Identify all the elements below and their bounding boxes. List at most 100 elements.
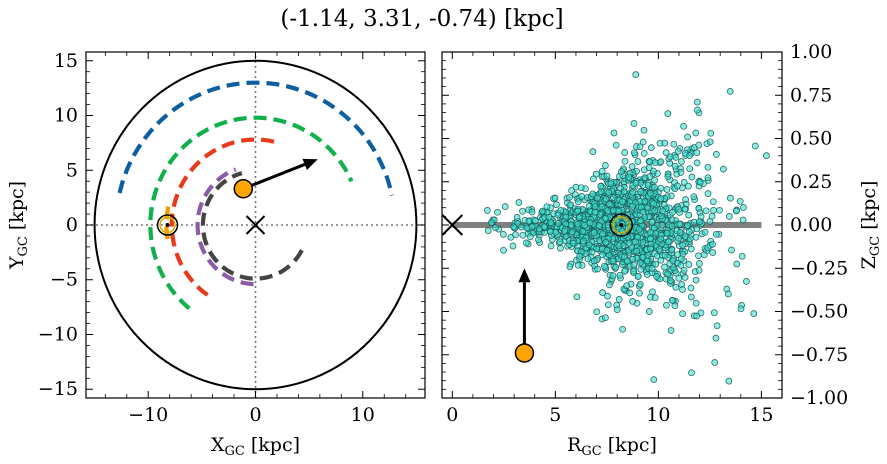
x-tick-label: 5 [549, 404, 561, 426]
scatter-point [639, 138, 647, 146]
scatter-point [620, 188, 628, 196]
scatter-point [557, 207, 565, 214]
scatter-point [629, 202, 636, 210]
y-tick-label: −0.50 [790, 301, 848, 323]
right-panel: 0 5 10 15 −1.00 −0.75 −0.50 −0.25 0.00 0.25 0.50 0.… [441, 41, 883, 459]
scatter-point [568, 228, 576, 236]
scatter-point [603, 172, 611, 180]
scatter-point [628, 163, 636, 170]
scatter-point [646, 228, 654, 236]
x-axis-label: RGC [kpc] [567, 434, 657, 459]
scatter-point [590, 229, 598, 237]
scatter-point [535, 236, 542, 244]
scatter-point [589, 148, 597, 155]
scatter-point [518, 223, 525, 231]
scatter-point [675, 205, 683, 213]
scatter-point [686, 152, 693, 159]
scatter-point [664, 173, 672, 181]
velocity-arrow-head [302, 158, 318, 171]
scatter-point [561, 227, 569, 235]
scatter-point [680, 266, 688, 274]
scatter-point [637, 217, 645, 225]
scatter-point [652, 230, 660, 237]
spiral-arm-2 [164, 199, 172, 240]
scatter-point [573, 293, 581, 301]
scatter-point [650, 376, 658, 383]
scatter-point [601, 262, 608, 270]
scatter-point [578, 193, 586, 200]
scatter-point [651, 294, 659, 302]
star-marker [233, 179, 254, 199]
scatter-point [651, 207, 659, 215]
scatter-point [674, 182, 681, 190]
scatter-point [763, 152, 770, 159]
scatter-point [636, 281, 644, 288]
scatter-point [579, 228, 587, 235]
scatter-point [639, 208, 647, 216]
scatter-point [599, 230, 607, 238]
scatter-point [574, 220, 582, 228]
scatter-point [669, 264, 677, 272]
scatter-point [580, 237, 587, 245]
scatter-point [619, 325, 626, 333]
sun-symbol-ring [159, 216, 176, 234]
scatter-point [652, 260, 660, 268]
scatter-point [637, 266, 645, 273]
scatter-point [679, 241, 687, 249]
scatter-point [700, 251, 708, 259]
scatter-point [625, 173, 633, 181]
scatter-point [615, 296, 623, 303]
scatter-point [603, 247, 611, 254]
scatter-point [684, 222, 691, 229]
scatter-point [602, 195, 610, 203]
scatter-point [664, 238, 672, 246]
scatter-point [588, 248, 596, 256]
scatter-point [566, 193, 573, 201]
scatter-point [688, 173, 696, 181]
y-tick-label: 0.00 [790, 214, 832, 236]
scatter-point [607, 180, 615, 188]
x-tick-label: 0 [249, 404, 261, 426]
scatter-point [629, 255, 637, 263]
scatter-point [574, 261, 582, 269]
scatter-point [621, 253, 628, 261]
scatter-point [657, 235, 665, 243]
y-tick-label: 0 [66, 214, 78, 236]
velocity-arrow-head [518, 268, 531, 283]
scatter-point [657, 256, 665, 264]
scatter-point [605, 200, 613, 208]
scatter-point [695, 266, 703, 274]
scatter-point [668, 216, 676, 224]
scatter-point [553, 201, 560, 208]
scatter-point [693, 98, 701, 106]
scatter-point [677, 262, 685, 269]
scatter-point [648, 265, 656, 272]
scatter-point [625, 239, 633, 247]
scatter-point [657, 158, 665, 166]
scatter-point [728, 246, 735, 254]
scatter-point [692, 233, 700, 241]
sun-symbol-outer [156, 214, 179, 236]
scatter-point [671, 162, 679, 170]
scatter-point [737, 305, 745, 313]
y-tick-label: 0.75 [790, 84, 832, 106]
scatter-point [687, 245, 695, 253]
scatter-point [694, 106, 701, 114]
scatter-point [647, 245, 654, 253]
scatter-point [687, 293, 695, 301]
scatter-point [556, 238, 564, 246]
spiral-arm-4 [195, 167, 254, 287]
scatter-point [693, 312, 700, 320]
scatter-point [713, 151, 720, 158]
scatter-point [619, 198, 626, 205]
scatter-point [664, 270, 671, 278]
scatter-point [546, 228, 554, 235]
x-tick-label: 0 [446, 404, 458, 426]
scatter-point [686, 165, 694, 173]
scatter-point [575, 214, 583, 221]
scatter-point [551, 194, 559, 202]
scatter-point [632, 238, 639, 245]
scatter-point [636, 289, 643, 297]
scatter-point [711, 359, 719, 366]
